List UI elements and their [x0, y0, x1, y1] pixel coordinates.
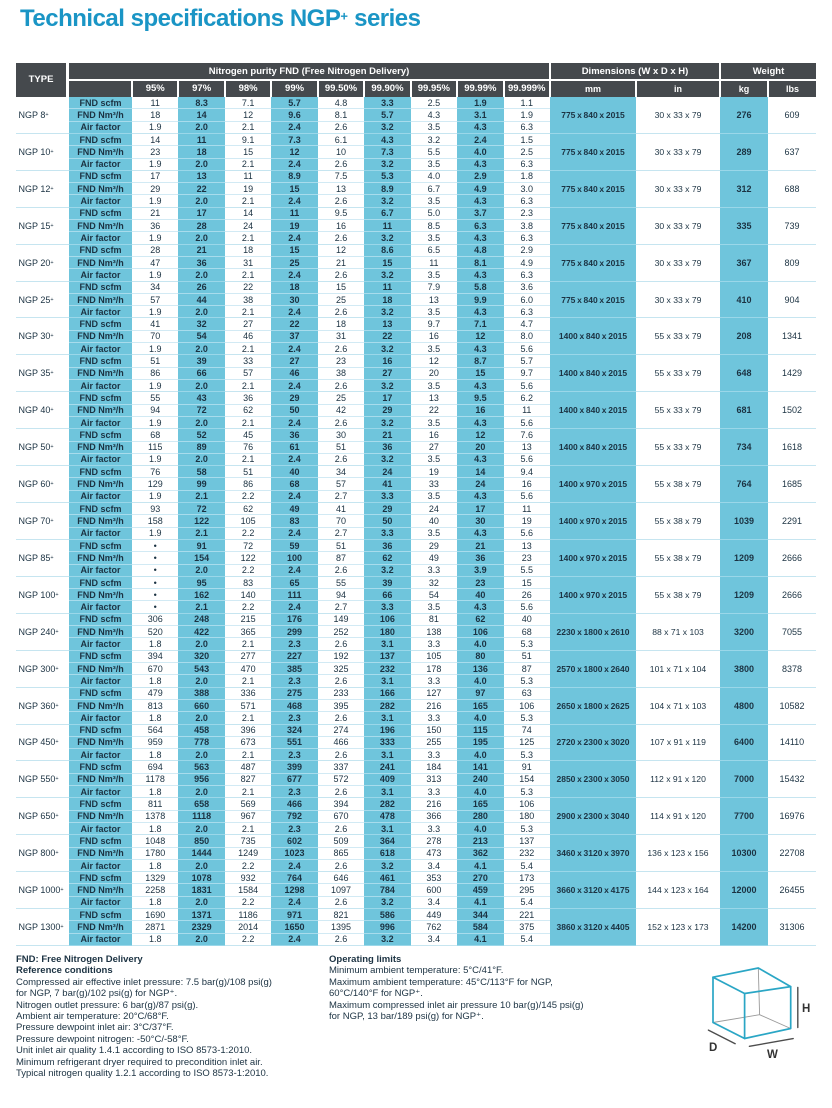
svg-text:H: H: [802, 1003, 810, 1015]
svg-text:W: W: [767, 1049, 778, 1061]
svg-text:D: D: [709, 1042, 717, 1054]
